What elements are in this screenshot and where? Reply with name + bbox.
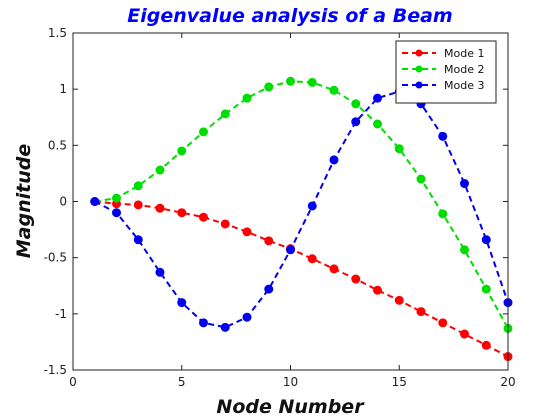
data-point-mode-1	[481, 340, 491, 350]
legend-item: Mode 1	[402, 47, 484, 60]
data-point-mode-3	[133, 235, 143, 245]
y-tick-label: 0	[59, 195, 67, 209]
data-point-mode-1	[133, 200, 143, 210]
data-point-mode-3	[112, 208, 121, 218]
data-point-mode-2	[416, 174, 426, 184]
y-tick-label: 1.5	[48, 26, 67, 40]
data-point-mode-1	[242, 227, 252, 237]
legend-marker	[415, 81, 423, 89]
series-mode-3	[90, 86, 513, 332]
y-tick-label: 1	[59, 82, 67, 96]
data-point-mode-1	[329, 264, 339, 274]
data-point-mode-2	[133, 181, 143, 191]
data-point-mode-2	[329, 85, 339, 95]
x-tick-label: 0	[69, 375, 77, 389]
y-axis-ticks: -1.5 -1 -0.5 0 0.5 1 1.5	[44, 26, 508, 377]
data-point-mode-2	[394, 144, 404, 154]
series-line-mode-2	[94, 80, 509, 329]
data-point-mode-3	[351, 117, 361, 127]
data-point-mode-1	[460, 329, 469, 339]
data-point-mode-3	[242, 312, 252, 322]
data-point-mode-2	[307, 77, 317, 87]
data-point-mode-2	[351, 99, 361, 109]
data-point-mode-2	[286, 76, 295, 86]
y-tick-label: -1.5	[44, 363, 67, 377]
data-point-mode-2	[460, 245, 469, 255]
legend-item: Mode 3	[402, 79, 484, 92]
x-axis-label: Node Number	[216, 396, 365, 418]
data-point-mode-2	[242, 93, 252, 103]
y-tick-label: 0.5	[48, 138, 67, 152]
series-layer	[90, 76, 513, 362]
data-point-mode-3	[329, 155, 339, 165]
series-line-mode-3	[94, 90, 509, 329]
data-point-mode-1	[177, 208, 187, 218]
data-point-mode-3	[286, 245, 295, 255]
data-point-mode-2	[112, 193, 121, 203]
data-point-mode-1	[351, 274, 361, 284]
series-mode-2	[90, 76, 513, 333]
data-point-mode-3	[177, 298, 187, 308]
x-tick-label: 5	[178, 375, 186, 389]
plot-area-frame	[72, 32, 509, 371]
data-point-mode-3	[460, 179, 469, 189]
data-point-mode-1	[155, 203, 165, 213]
data-point-mode-1	[199, 212, 208, 222]
data-point-mode-1	[373, 285, 382, 295]
legend: Mode 1 Mode 2 Mode 3	[395, 40, 497, 104]
data-point-mode-1	[264, 236, 274, 246]
data-point-mode-3	[199, 318, 208, 328]
legend-marker	[415, 49, 423, 57]
y-tick-label: -0.5	[44, 251, 67, 265]
data-point-mode-1	[438, 318, 448, 328]
x-tick-label: 20	[500, 375, 515, 389]
series-line-mode-1	[94, 200, 509, 358]
data-point-mode-2	[264, 82, 274, 92]
legend-box	[395, 40, 497, 104]
data-point-mode-3	[373, 93, 382, 103]
data-point-mode-3	[90, 197, 100, 206]
x-tick-label: 10	[283, 375, 298, 389]
data-point-mode-2	[373, 119, 382, 129]
legend-label: Mode 2	[444, 63, 484, 76]
legend-label: Mode 1	[444, 47, 484, 60]
data-point-mode-2	[220, 109, 230, 119]
data-point-mode-2	[155, 165, 165, 175]
legend-label: Mode 3	[444, 79, 484, 92]
data-point-mode-2	[481, 284, 491, 294]
data-point-mode-1	[394, 295, 404, 305]
data-point-mode-3	[481, 235, 491, 245]
data-point-mode-2	[438, 209, 448, 219]
legend-item: Mode 2	[402, 63, 484, 76]
x-tick-label: 15	[392, 375, 407, 389]
data-point-mode-3	[264, 284, 274, 294]
data-point-mode-1	[416, 307, 426, 317]
data-point-mode-3	[307, 201, 317, 211]
data-point-mode-3	[155, 267, 165, 277]
data-point-mode-3	[438, 131, 448, 141]
data-point-mode-2	[177, 146, 187, 156]
data-point-mode-3	[220, 322, 230, 332]
legend-marker	[415, 65, 423, 73]
data-point-mode-2	[199, 127, 208, 137]
y-tick-label: -1	[55, 307, 67, 321]
data-point-mode-1	[307, 254, 317, 264]
y-axis-label: Magnitude	[13, 144, 35, 259]
data-point-mode-1	[220, 219, 230, 229]
chart-title: Eigenvalue analysis of a Beam	[127, 5, 452, 27]
